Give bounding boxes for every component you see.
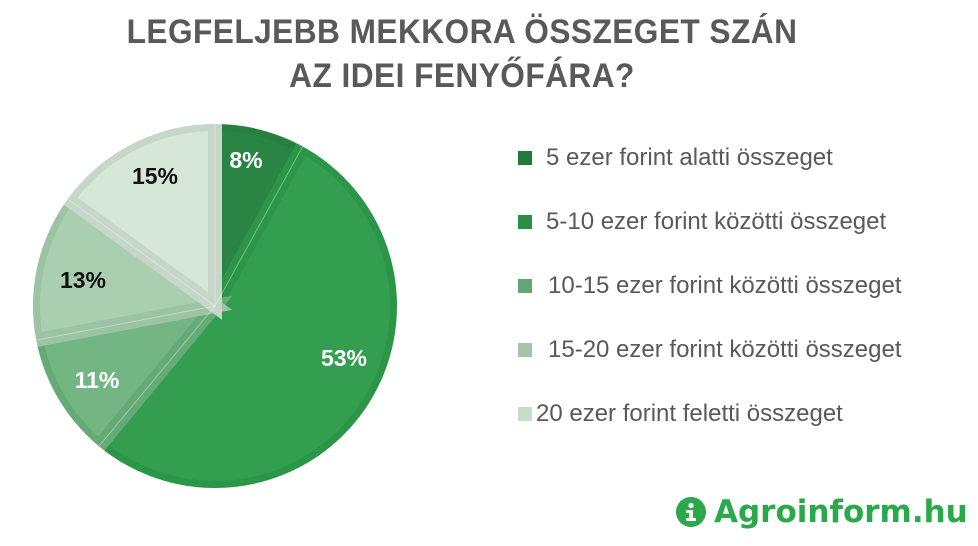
legend-swatch bbox=[518, 215, 532, 229]
agroinform-logo: Agroinform.hu bbox=[676, 494, 968, 530]
pie-slice bbox=[57, 116, 222, 320]
pie-slice-label: 53% bbox=[321, 345, 367, 371]
pie-slice-label: 13% bbox=[60, 267, 106, 293]
legend-item-5k-10k: 5-10 ezer forint közötti összeget bbox=[518, 202, 886, 242]
legend-item-under-5k: 5 ezer forint alatti összeget bbox=[518, 138, 833, 178]
chart-title-line-2: AZ IDEI FENYŐFÁRA? bbox=[289, 57, 635, 95]
legend-label: 15-20 ezer forint közötti összeget bbox=[548, 336, 902, 363]
legend-label: 5-10 ezer forint közötti összeget bbox=[546, 208, 887, 235]
legend-swatch bbox=[518, 151, 532, 165]
pie-slice bbox=[28, 295, 233, 457]
chart-title-line-1: LEGFELJEBB MEKKORA ÖSSZEGET SZÁN bbox=[126, 13, 798, 51]
info-i-icon bbox=[676, 497, 706, 527]
legend-swatch bbox=[518, 407, 532, 421]
legend-swatch bbox=[518, 279, 532, 293]
logo-text: Agroinform.hu bbox=[714, 494, 968, 530]
pie-slice-label: 15% bbox=[132, 163, 178, 189]
legend-item-over-20k: 20 ezer forint feletti összeget bbox=[518, 394, 843, 434]
legend-swatch bbox=[518, 343, 532, 357]
chart-title: LEGFELJEBB MEKKORA ÖSSZEGET SZÁN AZ IDEI… bbox=[32, 10, 891, 98]
legend-item-15k-20k: 15-20 ezer forint közötti összeget bbox=[518, 330, 902, 370]
pie-slice-label: 8% bbox=[229, 147, 262, 173]
legend-label: 5 ezer forint alatti összeget bbox=[546, 144, 833, 171]
legend-item-10k-15k: 10-15 ezer forint közötti összeget bbox=[518, 266, 902, 306]
pie-slice bbox=[26, 189, 233, 349]
legend-label: 20 ezer forint feletti összeget bbox=[536, 400, 843, 427]
pie-slice-label: 11% bbox=[75, 367, 120, 393]
legend-label: 10-15 ezer forint közötti összeget bbox=[548, 272, 902, 299]
pie-slice bbox=[89, 136, 404, 495]
